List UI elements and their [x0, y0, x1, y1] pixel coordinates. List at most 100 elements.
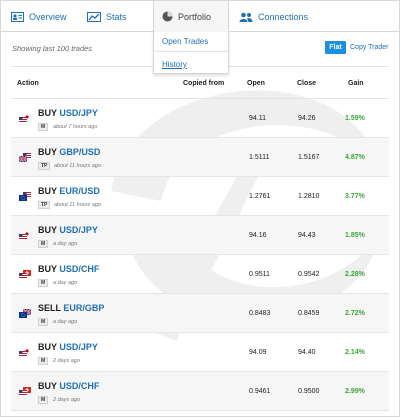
pie-chart-icon	[162, 11, 173, 22]
trade-side: BUY	[38, 186, 57, 196]
dropdown-open-trades[interactable]: Open Trades	[162, 37, 209, 46]
portfolio-dropdown: Open Trades History	[153, 32, 229, 74]
trade-side: BUY	[38, 108, 57, 118]
trade-label: BUY GBP/USD	[38, 147, 100, 157]
table-row[interactable]: SELL EUR/GBP M a day ago 0.8483 0.8459 2…	[11, 294, 389, 333]
nav-connections[interactable]: Connections	[239, 1, 308, 32]
table-row[interactable]: BUY USD/CHF M 2 days ago 0.9461 0.9500 2…	[11, 372, 389, 411]
open-price: 0.8483	[249, 310, 271, 317]
trade-pair[interactable]: USD/JPY	[59, 225, 98, 235]
trade-side: BUY	[38, 342, 57, 352]
header-close: Close	[297, 80, 317, 87]
open-price: 0.9511	[249, 271, 270, 278]
close-type-badge: M	[38, 357, 49, 365]
open-price: 94.11	[249, 115, 266, 122]
gain-value: 2.28%	[345, 271, 365, 278]
trade-time: 2 days ago	[53, 397, 80, 403]
close-type-badge: TP	[38, 162, 51, 170]
gain-value: 2.14%	[345, 349, 365, 356]
close-price: 94.43	[298, 232, 316, 239]
trade-time: a day ago	[53, 280, 78, 286]
trade-time: about 7 hours ago	[53, 124, 98, 130]
open-price: 94.09	[249, 349, 267, 356]
dropdown-divider	[154, 51, 228, 52]
open-price: 0.9461	[249, 388, 271, 395]
close-price: 1.2810	[298, 193, 320, 200]
line-chart-icon	[87, 11, 101, 22]
table-row[interactable]: BUY USD/JPY M a day ago 94.16 94.43 1.85…	[11, 216, 389, 255]
header-copied-from: Copied from	[183, 80, 225, 87]
trade-pair[interactable]: USD/CHF	[59, 264, 100, 274]
table-row[interactable]: BUY EUR/USD TP about 11 hours ago 1.2761…	[11, 177, 389, 216]
flag-icon	[19, 270, 31, 279]
header-gain: Gain	[348, 80, 364, 87]
gain-value: 1.85%	[345, 232, 365, 239]
users-icon	[239, 12, 253, 22]
table-row[interactable]: BUY GBP/USD TP about 11 hours ago 1.5111…	[11, 138, 389, 177]
close-price: 94.26	[298, 115, 316, 122]
flat-button[interactable]: Flat	[325, 41, 346, 54]
flag-icon	[19, 387, 31, 396]
trade-pair[interactable]: EUR/USD	[59, 186, 100, 196]
trade-label: SELL EUR/GBP	[38, 303, 104, 313]
id-card-icon	[11, 11, 24, 22]
trade-side: SELL	[38, 303, 61, 313]
trade-pair[interactable]: USD/JPY	[59, 108, 98, 118]
close-type-badge: M	[38, 123, 49, 131]
trade-label: BUY USD/JPY	[38, 108, 98, 118]
nav-portfolio-label: Portfolio	[178, 11, 212, 22]
open-price: 1.5111	[249, 154, 270, 161]
flag-icon	[19, 114, 31, 123]
trade-pair[interactable]: USD/JPY	[59, 342, 98, 352]
trade-time: a day ago	[53, 241, 78, 247]
trade-time: a day ago	[53, 319, 78, 325]
trade-time: 2 days ago	[53, 358, 80, 364]
gain-value: 2.99%	[345, 388, 365, 395]
copy-trader-button[interactable]: Copy Trader	[350, 44, 389, 51]
gain-value: 3.77%	[345, 193, 365, 200]
table-row[interactable]: BUY USD/CHF M a day ago 0.9511 0.9542 2.…	[11, 255, 389, 294]
nav-overview[interactable]: Overview	[11, 1, 67, 32]
flag-icon	[19, 192, 31, 201]
flag-icon	[19, 309, 31, 318]
header-action: Action	[17, 80, 39, 87]
close-price: 0.9500	[298, 388, 320, 395]
trade-label: BUY USD/CHF	[38, 381, 99, 391]
nav-stats[interactable]: Stats	[87, 1, 127, 32]
flag-icon	[19, 348, 31, 357]
nav-connections-label: Connections	[258, 11, 309, 22]
close-type-badge: TP	[38, 201, 51, 209]
trade-side: BUY	[38, 225, 57, 235]
trade-side: BUY	[38, 381, 57, 391]
showing-caption: Showing last 100 trades	[12, 44, 93, 53]
dropdown-history[interactable]: History	[162, 60, 187, 69]
nav-stats-label: Stats	[106, 11, 127, 22]
flag-icon	[19, 153, 31, 162]
trade-pair[interactable]: USD/CHF	[59, 381, 100, 391]
close-price: 94.40	[298, 349, 316, 356]
close-type-badge: M	[38, 396, 49, 404]
trade-label: BUY USD/JPY	[38, 225, 98, 235]
gain-value: 2.72%	[345, 310, 365, 317]
trade-label: BUY EUR/USD	[38, 186, 100, 196]
nav-portfolio[interactable]: Portfolio	[153, 1, 229, 32]
top-nav: Overview Stats Portfolio Connections	[1, 1, 399, 32]
flag-icon	[19, 231, 31, 240]
gain-value: 1.59%	[345, 115, 365, 122]
nav-overview-label: Overview	[29, 11, 67, 22]
open-price: 94.16	[249, 232, 267, 239]
table-row[interactable]: BUY USD/JPY M 2 days ago 94.09 94.40 2.1…	[11, 333, 389, 372]
trade-time: about 11 hours ago	[54, 202, 101, 208]
trade-label: BUY USD/JPY	[38, 342, 98, 352]
close-price: 1.5167	[298, 154, 320, 161]
close-type-badge: M	[38, 240, 49, 248]
trade-pair[interactable]: GBP/USD	[59, 147, 101, 157]
close-price: 0.9542	[298, 271, 320, 278]
open-price: 1.2761	[249, 193, 271, 200]
table-row[interactable]: BUY USD/JPY M about 7 hours ago 94.11 94…	[11, 99, 389, 138]
close-price: 0.8459	[298, 310, 320, 317]
trade-pair[interactable]: EUR/GBP	[63, 303, 105, 313]
close-type-badge: M	[38, 279, 49, 287]
close-type-badge: M	[38, 318, 49, 326]
